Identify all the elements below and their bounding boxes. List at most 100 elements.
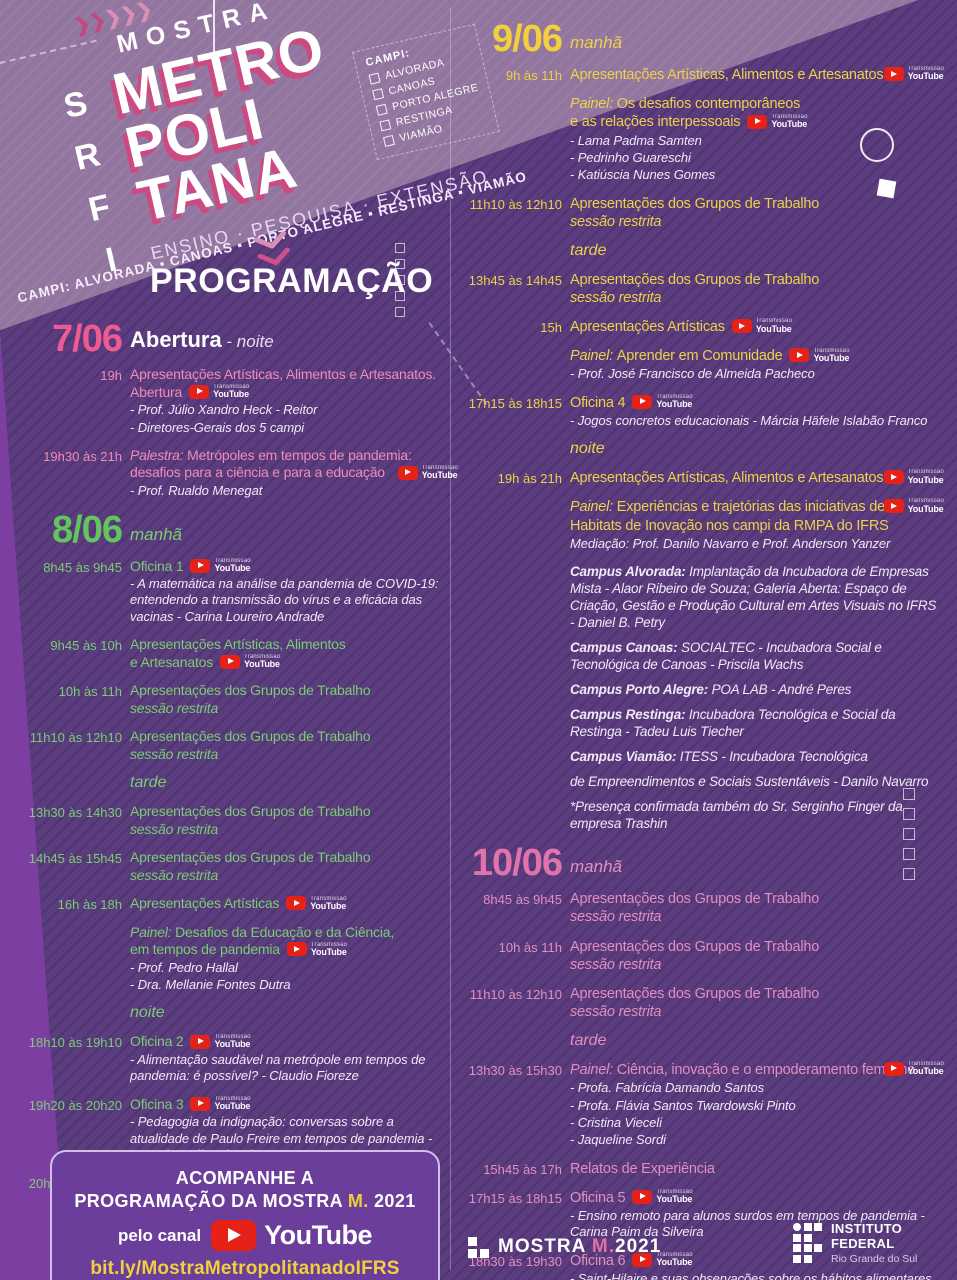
event-title: Oficina 4 [570, 394, 626, 411]
day-header: 10/06 manhã [462, 844, 940, 882]
checkbox-icon [375, 103, 388, 116]
youtube-play-icon [789, 348, 810, 363]
if-subtitle: Rio Grande do Sul [831, 1253, 918, 1265]
event-time: 13h30 às 15h30 [468, 1063, 562, 1078]
event-row: 13h30 às 14h30 Apresentações dos Grupos d… [29, 803, 454, 838]
youtube-badge-label: Transmissão YouTube [214, 1096, 251, 1112]
event-title: Apresentações dos Grupos de Trabalho [570, 891, 820, 908]
period-label: noite [570, 440, 605, 458]
youtube-badge[interactable]: Transmissão YouTube [632, 1252, 693, 1268]
youtube-badge[interactable]: Transmissão YouTube [883, 1061, 944, 1077]
period-label: tarde [570, 241, 607, 259]
youtube-badge[interactable]: Transmissão YouTube [286, 896, 346, 912]
event-title: Relatos de Experiência [570, 1160, 715, 1177]
event-title: Apresentações dos Grupos de Trabalho [130, 803, 371, 820]
event-prefix: Painel: [130, 923, 176, 940]
event-speaker: - Prof. Júlio Xandro Heck - Reitor [130, 402, 318, 418]
event-title: Painel: Experiências e trajetórias das i… [570, 499, 889, 534]
event-title: Oficina 2 [130, 1033, 184, 1050]
youtube-badge[interactable]: Transmissão YouTube [747, 114, 807, 130]
event-desc: Apresentações dos Grupos de Trabalho sess… [570, 195, 940, 231]
checkbox-icon [903, 848, 915, 860]
event-row: 16h às 18h Apresentações Artísticas Transm… [30, 895, 454, 913]
event-desc: Apresentações dos Grupos de Trabalho sess… [570, 271, 940, 307]
promo-link[interactable]: bit.ly/MostraMetropolitanadoIFRS [90, 1258, 400, 1279]
event-desc: Painel: Aprender em Comunidade Transmissã… [570, 347, 940, 383]
youtube-play-icon [883, 470, 904, 485]
youtube-badge[interactable]: Transmissão YouTube [189, 384, 249, 400]
chevron-down-icon [253, 230, 293, 270]
event-speaker: - A matemática na análise da pandemia de… [130, 576, 439, 624]
event-title: Apresentações dos Grupos de Trabalho [130, 682, 371, 699]
period-label-row: tarde [462, 1032, 940, 1050]
youtube-badge[interactable]: Transmissão YouTube [883, 66, 944, 82]
youtube-play-icon [883, 1061, 904, 1076]
event-speaker: - Jogos concretos educacionais - Márcia … [570, 412, 928, 428]
campus-desc: de Empreendimentos e Sociais Sustentávei… [570, 774, 929, 790]
youtube-promo-box: ACOMPANHE A PROGRAMAÇÃO DA MOSTRA M. 202… [50, 1150, 440, 1280]
event-row: 11h10 às 12h10 Apresentações dos Grupos d… [462, 195, 940, 231]
event-row: 17h15 às 18h15 Oficina 5 Transmissão YouTub… [462, 1189, 940, 1241]
campus-desc: Campus Canoas: SOCIALTEC - Incubadora So… [570, 640, 882, 673]
event-note: sessão restrita [130, 820, 219, 837]
youtube-badge[interactable]: Transmissão YouTube [632, 1189, 693, 1205]
event-time: 17h15 às 18h15 [468, 395, 562, 411]
youtube-badge[interactable]: Transmissão YouTube [190, 1096, 251, 1112]
event-desc: Oficina 6 Transmissão YouTube - Saint-Hilai… [570, 1252, 940, 1280]
period-label-row: tarde [30, 774, 454, 792]
youtube-badge-label: Transmissão YouTube [213, 384, 250, 400]
youtube-badge[interactable]: Transmissão YouTube [190, 1034, 251, 1050]
if-title: INSTITUTO FEDERAL [831, 1221, 903, 1251]
checkbox-icon [395, 291, 405, 301]
youtube-badge[interactable]: Transmissão YouTube [883, 469, 944, 485]
event-note: sessão restrita [570, 290, 662, 307]
event-row: 9h às 11h Apresentações Artísticas, Alime… [462, 66, 944, 84]
event-row: Painel: Os desafios contemporâneos e as r… [462, 95, 940, 183]
event-time: 13h45 às 14h45 [468, 272, 562, 288]
campus-desc: *Presença confirmada também do Sr. Sergi… [570, 799, 903, 832]
mostra-footer-pre: MOSTRA [498, 1236, 592, 1257]
youtube-badge[interactable]: Transmissão YouTube [632, 394, 693, 410]
campus-name: Campus Restinga: [570, 707, 689, 723]
promo-canal-label: pelo canal [117, 1225, 202, 1245]
mostra-footer-m: M. [591, 1236, 616, 1257]
event-time: 8h45 às 9h45 [43, 559, 122, 575]
youtube-badge[interactable]: Transmissão YouTube [789, 348, 850, 364]
youtube-badge[interactable]: Transmissão YouTube [286, 942, 347, 958]
event-row: 13h45 às 14h45 Apresentações dos Grupos d… [462, 271, 940, 307]
event-time: 19h30 às 21h [43, 448, 122, 464]
event-desc: Apresentações dos Grupos de Trabalho sess… [130, 849, 454, 884]
event-speaker: - Pedrinho Guareschi [570, 149, 691, 165]
youtube-badge-label: Transmissão YouTube [755, 318, 793, 334]
event-desc: Oficina 1 Transmissão YouTube - A matemátic… [130, 558, 454, 626]
event-speaker: - Lama Padma Samten [570, 132, 702, 148]
event-row: 11h10 às 12h10 Apresentações dos Grupos d… [462, 985, 940, 1021]
youtube-play-icon [397, 465, 418, 480]
youtube-badge[interactable]: Transmissão YouTube [190, 558, 251, 574]
event-speaker: - Saint-Hilaire e suas observações sobre… [570, 1270, 932, 1280]
period-label: noite [130, 1004, 165, 1022]
event-title: Apresentações Artísticas, Alimentos e Ar… [130, 366, 436, 400]
event-desc: Apresentações dos Grupos de Trabalho sess… [130, 728, 454, 763]
event-note: sessão restrita [130, 745, 219, 762]
youtube-play-icon [883, 67, 904, 82]
event-prefix: Palestra: [130, 446, 188, 463]
event-title: Oficina 5 [570, 1189, 626, 1206]
event-desc: Apresentações Artísticas, Alimentos e Ar… [130, 366, 454, 436]
youtube-badge[interactable]: Transmissão YouTube [220, 654, 280, 670]
mostra-footer-logo: MOSTRA M.2021 [468, 1236, 661, 1258]
event-speaker: - Profa. Flávia Santos Twardowski Pinto [570, 1097, 796, 1113]
schedule-column-left: 7/06 Abertura - noite 19h Apresentações Art… [29, 320, 458, 1203]
day-date: 8/06 [52, 509, 123, 552]
event-title: Apresentações dos Grupos de Trabalho [130, 849, 371, 866]
youtube-badge[interactable]: Transmissão YouTube [883, 498, 944, 514]
youtube-play-icon [632, 394, 653, 409]
event-title: Oficina 1 [130, 557, 184, 574]
event-desc: Apresentações dos Grupos de Trabalho sess… [570, 890, 940, 926]
youtube-badge[interactable]: Transmissão YouTube [731, 318, 793, 334]
event-speaker: - Ensino remoto para alunos surdos em te… [570, 1207, 925, 1240]
event-time: 10h às 11h [58, 684, 122, 700]
campus-row: *Presença confirmada também do Sr. Sergi… [462, 798, 940, 832]
youtube-badge[interactable]: Transmissão YouTube [397, 465, 458, 481]
